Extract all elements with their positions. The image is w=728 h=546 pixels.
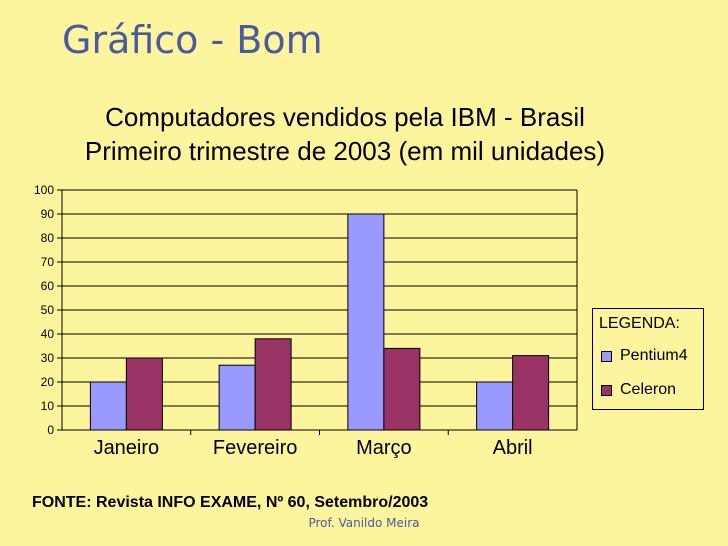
x-tick-label: Fevereiro: [213, 437, 297, 459]
legend-item-celeron: Celeron: [601, 381, 676, 399]
bar-celeron-janeiro: [125, 357, 163, 431]
chart-title: Computadores vendidos pela IBM - Brasil …: [0, 100, 690, 168]
y-tick-label: 40: [41, 327, 55, 341]
footer-author: Prof. Vanildo Meira: [308, 516, 420, 530]
y-tick-label: 10: [41, 399, 55, 413]
y-tick-label: 70: [41, 255, 55, 269]
slide-title: Gráfico - Bom: [62, 18, 323, 62]
bar-celeron-março: [383, 347, 421, 431]
legend-label-pentium4: Pentium4: [620, 347, 688, 364]
legend-title: LEGENDA:: [599, 315, 680, 332]
bar-pentium4-janeiro: [89, 381, 127, 431]
y-tick-label: 60: [41, 279, 55, 293]
legend-swatch-celeron: [601, 384, 612, 396]
y-tick-label: 100: [34, 183, 54, 197]
chart-title-line-1: Computadores vendidos pela IBM - Brasil: [105, 102, 585, 132]
legend-item-pentium4: Pentium4: [601, 347, 688, 365]
y-tick-label: 30: [41, 351, 55, 365]
x-tick-label: Março: [356, 437, 412, 459]
source-note: FONTE: Revista INFO EXAME, Nº 60, Setemb…: [32, 494, 429, 511]
x-tick-label: Janeiro: [94, 437, 160, 459]
bar-pentium4-fevereiro: [218, 364, 256, 431]
x-tick-label: Abril: [493, 437, 533, 459]
y-tick-label: 50: [41, 303, 55, 317]
legend-swatch-pentium4: [601, 350, 612, 362]
legend-label-celeron: Celeron: [620, 381, 677, 398]
bar-celeron-abril: [512, 355, 550, 431]
y-tick-label: 90: [41, 207, 55, 221]
chart-title-line-2: Primeiro trimestre de 2003 (em mil unida…: [84, 136, 606, 166]
chart-legend: LEGENDA: Pentium4 Celeron: [592, 308, 704, 410]
bar-pentium4-abril: [476, 381, 514, 431]
y-tick-label: 20: [41, 375, 55, 389]
bar-pentium4-março: [347, 213, 385, 431]
y-tick-label: 80: [41, 231, 55, 245]
bar-celeron-fevereiro: [254, 338, 292, 431]
y-tick-label: 0: [47, 423, 54, 437]
